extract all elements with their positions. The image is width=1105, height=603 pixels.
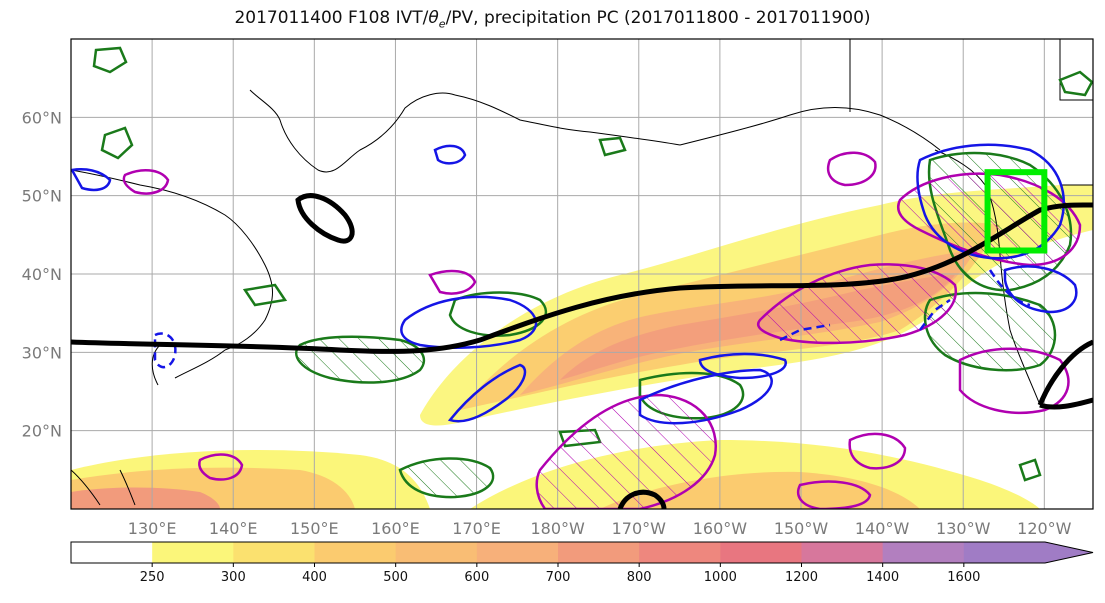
colorbar-tick-label: 1400	[866, 570, 899, 585]
lon-tick-label: 160°W	[693, 519, 748, 538]
theta-e-neg-contours	[153, 269, 1031, 369]
colorbar-segment	[720, 542, 802, 563]
lon-axis: 130°E 140°E 150°E 160°E 170°E 180°W 170°W 160°W…	[128, 519, 1072, 538]
colorbar-segment	[882, 542, 965, 563]
theta-e-contours	[71, 143, 1078, 425]
colorbar-segment	[395, 542, 478, 563]
lat-tick-label: 20°N	[22, 422, 62, 441]
lon-tick-label: 150°E	[290, 519, 339, 538]
colorbar-outline	[70, 541, 1094, 564]
pv-contours	[71, 193, 1093, 509]
colorbar-segment	[71, 542, 153, 563]
colorbar-segment	[558, 542, 640, 563]
map-plot-area	[71, 39, 1093, 509]
chart-title: 2017011400 F108 IVT/θe/PV, precipitation…	[234, 8, 871, 31]
lat-tick-label: 30°N	[22, 343, 62, 362]
lon-tick-label: 140°W	[855, 519, 910, 538]
lat-tick-label: 50°N	[22, 187, 62, 206]
graticule	[71, 39, 1093, 509]
lon-tick-label: 130°E	[128, 519, 177, 538]
colorbar-tick-label: 1000	[704, 570, 737, 585]
colorbar-tick-label: 600	[464, 570, 489, 585]
colorbar-segment	[801, 542, 884, 563]
colorbar-tick-label: 250	[140, 570, 165, 585]
lon-tick-label: 140°E	[209, 519, 258, 538]
colorbar	[70, 541, 1094, 564]
lon-tick-label: 160°E	[371, 519, 420, 538]
lon-tick-label: 170°W	[612, 519, 667, 538]
colorbar-segment	[233, 542, 315, 563]
colorbar-tick-label: 400	[302, 570, 327, 585]
colorbar-segment	[639, 542, 721, 563]
map-frame	[70, 38, 1094, 510]
lon-tick-label: 180°W	[530, 519, 585, 538]
colorbar-tick-label: 500	[383, 570, 408, 585]
lon-tick-label: 130°W	[936, 519, 991, 538]
colorbar-extend-arrow	[1045, 542, 1093, 563]
colorbar-ticks: 250 300 400 500 600 700 800 1000 1200 1400 1600	[140, 563, 980, 585]
lon-tick-label: 120°W	[1017, 519, 1072, 538]
colorbar-tick-label: 1200	[785, 570, 818, 585]
lat-axis: 60°N 50°N 40°N 30°N 20°N	[22, 108, 62, 440]
lon-tick-label: 150°W	[774, 519, 829, 538]
lat-tick-label: 60°N	[22, 108, 62, 127]
colorbar-segment	[963, 542, 1046, 563]
lat-tick-label: 40°N	[22, 265, 62, 284]
colorbar-segment	[314, 542, 397, 563]
colorbar-segment	[152, 542, 234, 563]
colorbar-tick-label: 800	[627, 570, 652, 585]
colorbar-segment	[476, 542, 559, 563]
colorbar-tick-label: 700	[546, 570, 571, 585]
colorbar-tick-label: 300	[221, 570, 246, 585]
colorbar-tick-label: 1600	[947, 570, 980, 585]
lon-tick-label: 170°E	[452, 519, 501, 538]
target-region-box	[984, 169, 1048, 254]
